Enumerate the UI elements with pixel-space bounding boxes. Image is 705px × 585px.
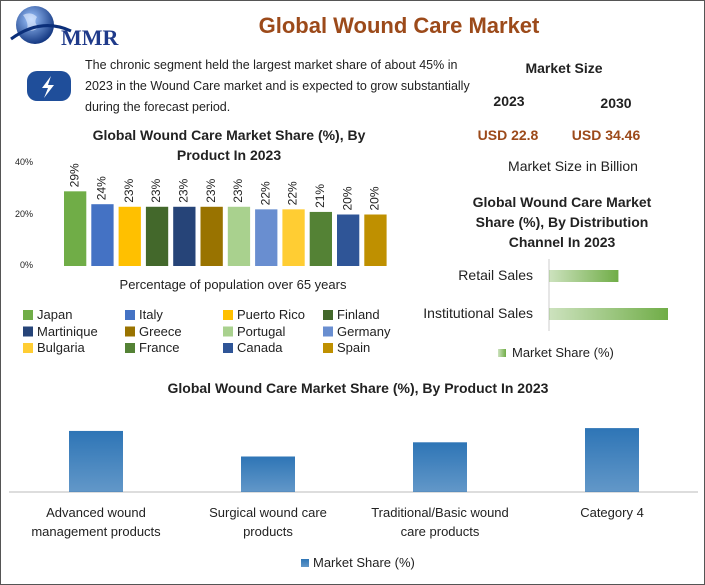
bar — [364, 214, 387, 266]
year: 2023 — [493, 93, 525, 109]
bar — [227, 206, 251, 266]
value-label: 22% — [286, 181, 300, 205]
bar — [585, 428, 639, 492]
legend-label: Portugal — [237, 323, 286, 339]
chart-title: Global Wound Care Market Share (%), By D… — [472, 194, 652, 250]
legend-swatch — [223, 326, 233, 337]
logo-globe — [10, 6, 72, 44]
legend-swatch — [23, 326, 33, 337]
legend-label: Canada — [237, 340, 283, 355]
value-label: 20% — [340, 186, 354, 210]
legend-swatch — [223, 310, 233, 320]
legend-swatch — [223, 343, 233, 353]
y-tick-label: Retail Sales — [458, 267, 533, 283]
market-size-note: Market Size in Billion — [508, 158, 638, 174]
value-label: 29% — [67, 163, 81, 187]
legend-label: Spain — [337, 340, 371, 355]
legend-label: Japan — [37, 307, 73, 322]
value-label: 23% — [177, 178, 191, 202]
page-title: Global Wound Care Market — [258, 13, 540, 38]
bar — [255, 209, 278, 266]
legend-label: Market Share (%) — [313, 555, 415, 570]
bar — [118, 206, 141, 266]
year: 2030 — [600, 95, 632, 111]
x-tick-label: Surgical wound care products — [209, 505, 327, 539]
legend-label: France — [139, 340, 180, 355]
bar — [549, 270, 619, 282]
legend-swatch — [301, 559, 309, 567]
bar — [91, 204, 114, 266]
legend-label: Germany — [337, 323, 391, 339]
bar — [549, 308, 668, 320]
y-tick-label: 0% — [19, 260, 33, 270]
market-value: USD 34.46 — [571, 127, 641, 143]
legend-label: Puerto Rico — [237, 307, 305, 322]
legend-label: Finland — [337, 307, 380, 322]
bar — [145, 206, 169, 266]
legend-label: Market Share (%) — [512, 345, 614, 360]
bar — [64, 191, 87, 266]
legend-swatch — [23, 310, 33, 320]
x-axis-label: Percentage of population over 65 years — [119, 277, 347, 292]
x-tick-label: Advanced wound management products — [31, 505, 161, 539]
legend-swatch — [323, 326, 333, 337]
x-tick-label: Category 4 — [580, 505, 644, 520]
chart-title: Global Wound Care Market Share (%), By P… — [167, 380, 549, 396]
value-label: 23% — [231, 178, 245, 202]
bar — [69, 430, 123, 492]
legend-swatch — [323, 343, 333, 353]
bar — [309, 211, 332, 266]
legend-label: Italy — [139, 307, 163, 322]
legend-swatch — [23, 343, 33, 353]
legend-label: Greece — [139, 323, 182, 339]
y-tick-label: 20% — [14, 208, 33, 219]
bar — [173, 206, 196, 266]
y-tick-label: 40% — [14, 157, 33, 167]
value-label: 23% — [204, 178, 218, 202]
value-label: 21% — [313, 184, 327, 208]
icon-badge — [27, 71, 71, 101]
x-tick-label: Traditional/Basic wound care products — [371, 505, 509, 539]
legend-swatch — [125, 343, 135, 353]
value-label: 22% — [258, 181, 272, 205]
value-label: 23% — [149, 178, 163, 202]
market-value: USD 22.8 — [477, 127, 539, 143]
value-label: 20% — [368, 186, 382, 210]
legend-swatch — [498, 349, 506, 357]
bar — [200, 206, 223, 266]
bar — [337, 214, 360, 266]
legend-swatch — [125, 310, 135, 320]
chart-title: Global Wound Care Market Share (%), By P… — [92, 127, 366, 163]
value-label: 24% — [95, 176, 109, 200]
bar — [282, 209, 305, 266]
legend-label: Martinique — [37, 323, 98, 339]
bar — [413, 442, 467, 492]
market-size-title: Market Size — [525, 60, 603, 76]
description: The chronic segment held the largest mar… — [85, 58, 470, 114]
value-label: 23% — [122, 178, 136, 202]
legend-label: Bulgaria — [37, 340, 85, 355]
logo-text: MMR — [61, 25, 119, 50]
legend-swatch — [323, 310, 333, 320]
legend-swatch — [125, 326, 135, 337]
y-tick-label: Institutional Sales — [423, 305, 533, 321]
bar — [241, 456, 295, 492]
